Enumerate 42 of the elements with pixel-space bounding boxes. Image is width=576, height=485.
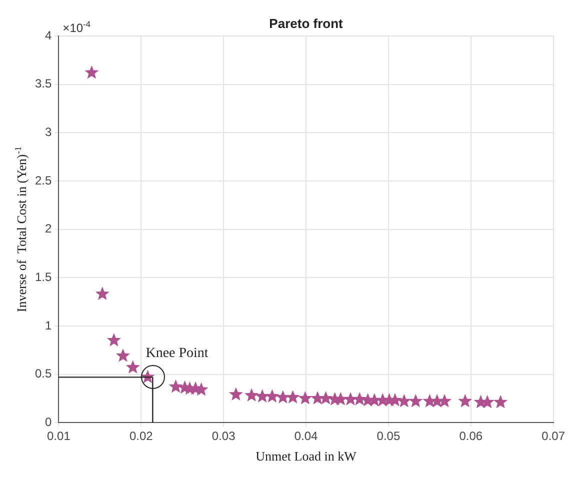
point xyxy=(438,394,451,407)
point xyxy=(126,361,140,373)
x-axis-title: Unmet Load in kW xyxy=(256,448,358,464)
x-tick-label: 0.02 xyxy=(129,429,154,444)
y-axis-title: Inverse of Total Cost in (Yen)-1 xyxy=(12,146,29,312)
x-tick-label: 0.01 xyxy=(47,429,71,444)
y-tick-label: 3 xyxy=(44,124,52,139)
y-tick-label: 0.5 xyxy=(34,366,52,381)
point xyxy=(85,66,98,78)
point xyxy=(245,389,258,401)
y-tick-label: 4 xyxy=(44,28,52,42)
point xyxy=(230,388,242,400)
annotation: Knee Point xyxy=(146,346,208,362)
point xyxy=(481,396,494,408)
point xyxy=(368,394,381,406)
point xyxy=(170,380,182,392)
point xyxy=(298,392,312,404)
x-tick-label: 0.05 xyxy=(376,429,400,444)
x-tick-label: 0.06 xyxy=(459,429,483,444)
point xyxy=(286,390,300,403)
x-tick-label: 0.03 xyxy=(212,429,236,444)
y-tick-label: 0 xyxy=(44,414,52,429)
point xyxy=(96,288,109,300)
point xyxy=(266,390,278,402)
point xyxy=(108,334,120,346)
y-tick-label: 2.5 xyxy=(34,173,52,188)
chart-title: Pareto front xyxy=(269,16,344,31)
y-tick-label: 2 xyxy=(44,222,52,236)
x-tick-label: 0.07 xyxy=(542,429,566,444)
point xyxy=(344,392,357,405)
point xyxy=(398,394,410,407)
point xyxy=(353,392,366,405)
point xyxy=(458,394,472,407)
point xyxy=(494,396,507,408)
point xyxy=(409,394,422,407)
point xyxy=(276,390,290,403)
point xyxy=(256,390,269,402)
y-tick-label: 3.5 xyxy=(34,76,52,91)
x-tick-label: 0.04 xyxy=(294,429,318,444)
point xyxy=(116,349,130,362)
y-tick-label: 1.5 xyxy=(34,270,52,284)
y-tick-label: 1 xyxy=(44,318,52,332)
